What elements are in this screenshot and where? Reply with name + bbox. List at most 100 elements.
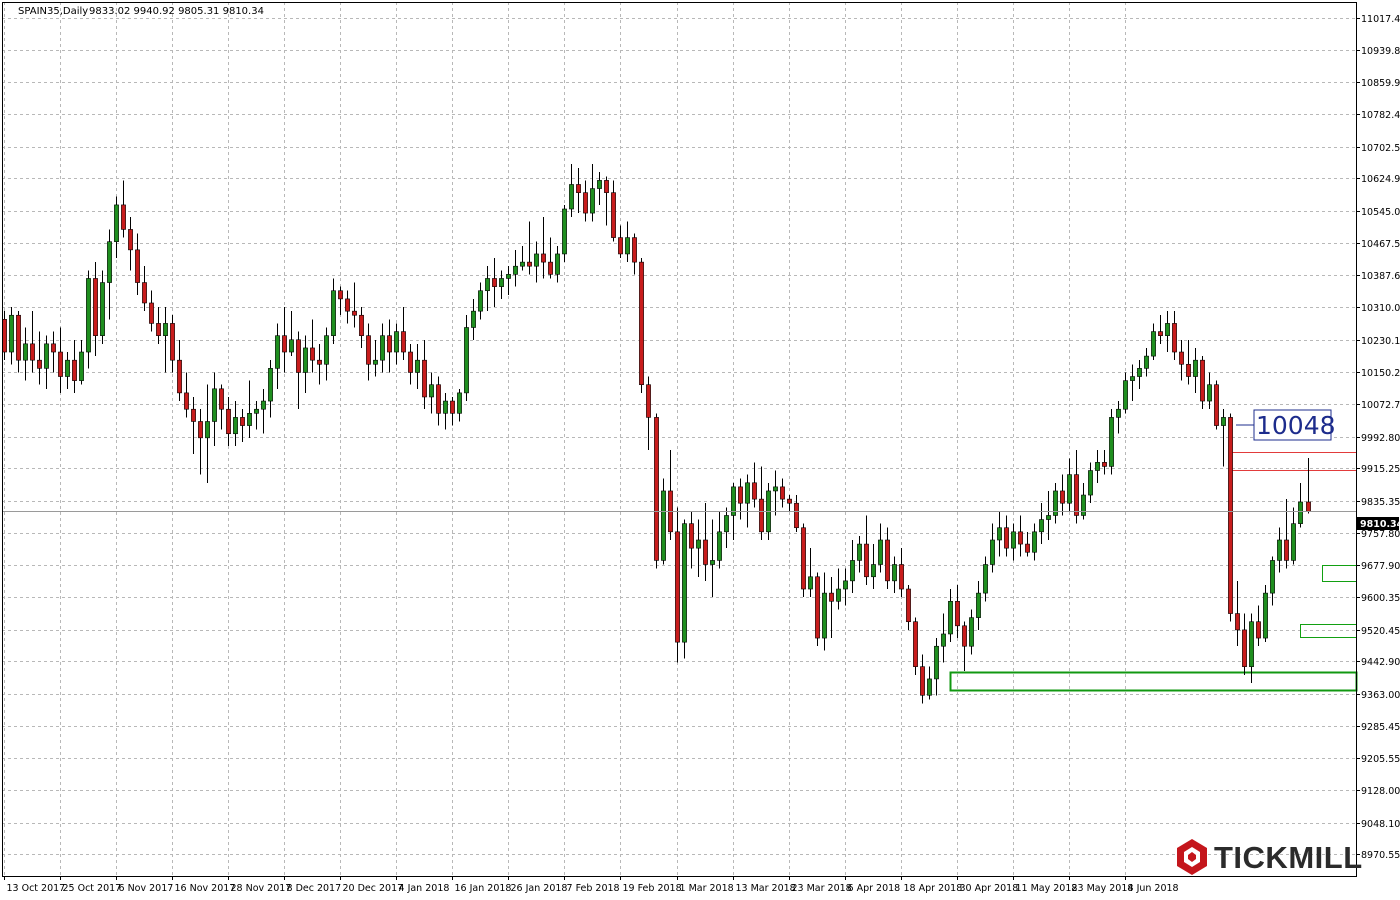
candle-up <box>261 400 266 410</box>
candle-down <box>352 310 357 316</box>
candle-down <box>184 392 189 410</box>
candle-up <box>724 515 729 533</box>
candle-up <box>562 208 567 255</box>
candle-down <box>689 523 694 549</box>
candle-up <box>44 343 49 369</box>
candle-down <box>955 600 960 627</box>
candle-up <box>331 290 336 336</box>
candle-down <box>1235 613 1240 631</box>
candle-up <box>569 184 574 210</box>
candle-up <box>1249 621 1254 667</box>
candle-up <box>1095 462 1100 471</box>
annotation-box <box>1253 409 1332 441</box>
candle-down <box>177 359 182 394</box>
candle-up <box>275 335 280 369</box>
candle-up <box>1130 376 1135 381</box>
x-tick-label: 11 May 2018 <box>1016 883 1078 894</box>
y-tick-label: 10939.85 <box>1361 46 1400 57</box>
candle-up <box>324 335 329 365</box>
candle-up <box>990 539 995 565</box>
y-tick-label: 9915.25 <box>1361 464 1400 475</box>
candle-down <box>794 502 799 529</box>
candle-up <box>499 278 504 287</box>
candle-up <box>373 359 378 365</box>
candle-up <box>1263 592 1268 639</box>
candle-up <box>1046 515 1051 520</box>
candle-up <box>590 188 595 214</box>
candle-up <box>934 645 939 680</box>
candle-down <box>121 204 126 230</box>
candle-down <box>401 331 406 353</box>
candle-down <box>654 417 659 561</box>
candle-up <box>443 400 448 414</box>
y-tick-label: 11017.40 <box>1361 14 1400 25</box>
plot-area[interactable] <box>2 2 1356 876</box>
candle-down <box>576 184 581 193</box>
candle-down <box>541 253 546 263</box>
candle-down <box>128 229 133 251</box>
candle-up <box>941 633 946 647</box>
x-tick-label: 4 Jan 2018 <box>399 883 450 894</box>
candle-up <box>1221 417 1226 426</box>
candle-up <box>1207 384 1212 402</box>
x-tick-label: 28 Nov 2017 <box>231 883 292 894</box>
candle-down <box>58 351 63 377</box>
candle-down <box>1025 543 1030 553</box>
y-tick-label: 9363.00 <box>1361 690 1400 701</box>
candle-up <box>878 539 883 565</box>
candle-up <box>1032 531 1037 553</box>
candle-down <box>93 278 98 336</box>
candle-up <box>107 241 112 283</box>
candle-down <box>156 323 161 336</box>
candle-up <box>9 314 14 353</box>
candle-up <box>485 278 490 292</box>
x-tick-label: 16 Jan 2018 <box>455 883 512 894</box>
candle-down <box>1018 531 1023 545</box>
candle-down <box>1004 527 1009 549</box>
candle-up <box>471 310 476 328</box>
x-tick-label: 18 Apr 2018 <box>904 883 963 894</box>
candle-up <box>233 417 238 435</box>
x-tick-label: 20 Dec 2017 <box>343 883 404 894</box>
candle-up <box>457 392 462 414</box>
y-tick-label: 9520.45 <box>1361 626 1400 637</box>
candle-up <box>1291 523 1296 561</box>
candle-up <box>520 261 525 267</box>
candle-down <box>787 498 792 504</box>
candle-up <box>513 265 518 275</box>
candle-up <box>1298 501 1303 524</box>
candle-down <box>16 314 21 361</box>
candle-down <box>408 351 413 373</box>
candle-down <box>51 343 56 353</box>
candle-down <box>738 486 743 504</box>
candle-up <box>1053 490 1058 516</box>
candle-down <box>1102 462 1107 467</box>
candle-up <box>163 323 168 336</box>
candle-up <box>710 560 715 565</box>
candle-up <box>983 564 988 594</box>
candle-up <box>380 335 385 361</box>
y-tick-label: 8970.55 <box>1361 850 1400 861</box>
candle-up <box>948 600 953 635</box>
y-tick-label: 10545.05 <box>1361 207 1400 218</box>
x-tick-label: 6 Nov 2017 <box>119 883 174 894</box>
candle-up <box>1109 417 1114 467</box>
candle-up <box>976 592 981 618</box>
candle-down <box>548 261 553 275</box>
candle-down <box>646 384 651 418</box>
candle-up <box>696 539 701 549</box>
candle-up <box>506 274 511 279</box>
candle-down <box>338 290 343 300</box>
candle-up <box>1116 408 1121 418</box>
y-tick-label: 9442.90 <box>1361 657 1400 668</box>
y-tick-label: 9677.90 <box>1361 561 1400 572</box>
candle-up <box>822 592 827 639</box>
y-tick-label: 9835.35 <box>1361 497 1400 508</box>
candle-up <box>86 278 91 353</box>
chart-symbol: SPAIN35,Daily <box>18 6 88 17</box>
y-tick-label: 9285.45 <box>1361 722 1400 733</box>
candle-up <box>731 486 736 516</box>
y-tick-label: 9757.80 <box>1361 529 1400 540</box>
candle-down <box>801 527 806 590</box>
candle-up <box>871 564 876 578</box>
